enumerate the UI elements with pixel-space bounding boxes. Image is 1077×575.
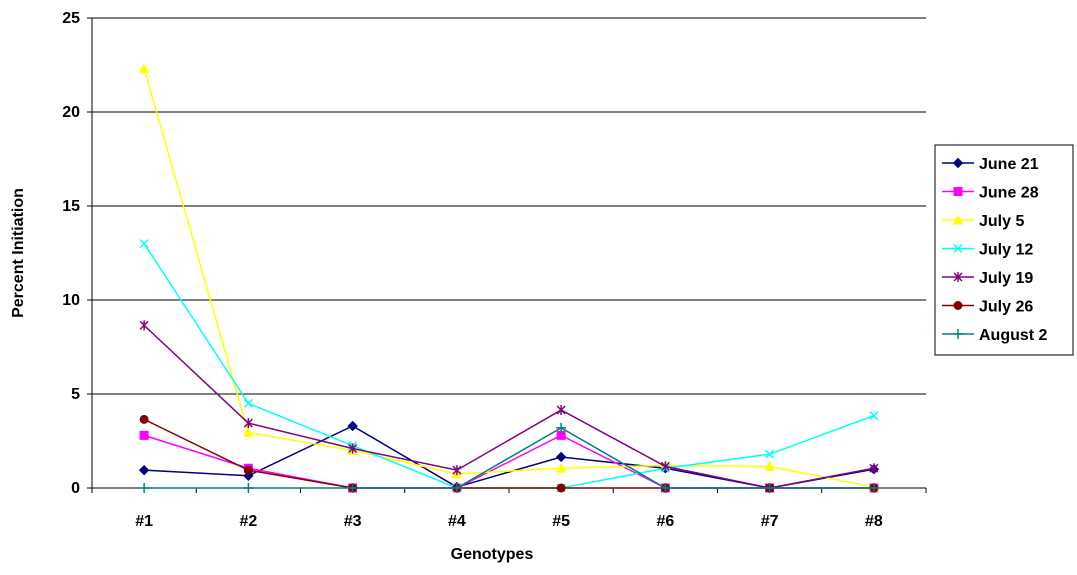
legend-box [934, 144, 1074, 356]
data-point [556, 404, 566, 415]
y-tick-label: 10 [62, 292, 80, 309]
y-tick-label: 5 [71, 386, 80, 403]
data-point [452, 465, 462, 476]
data-point [139, 483, 150, 493]
x-tick-label: #3 [344, 513, 362, 530]
marker-stroke [139, 239, 149, 249]
series-lines [138, 63, 880, 494]
x-tick-label: #8 [865, 513, 883, 530]
legend-label: July 19 [979, 270, 1033, 287]
series-line [143, 68, 875, 488]
data-point [555, 462, 567, 473]
data-point [869, 463, 879, 474]
marker-stroke [953, 243, 963, 254]
legend-label: June 21 [979, 156, 1039, 173]
series-line [143, 418, 874, 489]
legend-marker [953, 187, 963, 196]
data-point [139, 430, 149, 440]
data-point [556, 483, 566, 493]
series-line [143, 324, 875, 489]
data-point [868, 483, 879, 493]
series-july-12 [139, 239, 879, 493]
x-axis-title: Genotypes [451, 546, 534, 563]
legend: June 21 June 28 July 5 July 12 July 19 July 2… [934, 144, 1074, 356]
data-point [347, 483, 358, 493]
data-point [556, 422, 567, 433]
series-line [144, 426, 874, 489]
data-point [660, 483, 671, 493]
legend-label: August 2 [979, 327, 1048, 344]
data-point [348, 443, 358, 454]
series-july-26 [139, 414, 879, 493]
data-point [660, 461, 670, 472]
x-tick-label: #7 [761, 513, 779, 530]
tick-labels: 0 5 10 15 20 25 #1 #2 #3 #4 #5 #6 #7 #8 [62, 10, 883, 530]
data-point [764, 460, 775, 471]
legend-item: June 28 [942, 185, 1039, 202]
legend-marker [952, 214, 964, 225]
data-point [138, 63, 150, 74]
series-line [143, 243, 875, 489]
x-tick-label: #5 [552, 513, 570, 530]
y-tick-label: 0 [71, 480, 80, 497]
data-point [243, 483, 254, 493]
gridlines [92, 17, 926, 395]
legend-label: July 26 [979, 299, 1033, 316]
series-august-2 [139, 422, 879, 493]
legend-item: August 2 [942, 327, 1048, 344]
data-point [139, 239, 149, 249]
data-point [139, 320, 149, 331]
legend-item: July 26 [942, 299, 1033, 316]
legend-item: June 21 [942, 156, 1039, 173]
x-tick-label: #6 [656, 513, 674, 530]
axes [87, 17, 927, 493]
legend-item: July 12 [942, 242, 1033, 259]
legend-label: July 5 [979, 213, 1024, 230]
data-point [243, 426, 254, 438]
marker-stroke [243, 398, 253, 408]
data-point [243, 398, 253, 408]
marker-stroke [869, 411, 879, 421]
y-tick-label: 25 [62, 10, 80, 27]
x-tick-label: #1 [135, 513, 153, 530]
series-july-5 [138, 63, 880, 492]
data-point [139, 414, 149, 424]
series-line [143, 434, 874, 489]
legend-marker [953, 301, 963, 310]
data-point [451, 483, 462, 493]
marker-stroke [765, 449, 775, 459]
legend-item: July 19 [942, 270, 1033, 287]
data-point [765, 449, 775, 459]
legend-marker [953, 243, 963, 254]
legend-label: June 28 [979, 185, 1039, 202]
legend-item: July 5 [942, 213, 1024, 230]
legend-marker [953, 272, 963, 282]
data-point [347, 420, 358, 432]
legend-marker [952, 157, 964, 169]
data-point [243, 465, 253, 475]
data-point [243, 418, 253, 429]
x-tick-label: #2 [239, 513, 257, 530]
legend-label: July 12 [979, 242, 1033, 259]
data-point [555, 451, 567, 463]
data-point [764, 483, 775, 493]
series-line [144, 425, 875, 489]
x-tick-label: #4 [448, 513, 466, 530]
y-axis-title: Percent Initiation [10, 188, 27, 318]
data-point [138, 464, 150, 476]
y-tick-label: 20 [62, 104, 80, 121]
legend-marker [953, 329, 963, 339]
data-point [869, 411, 879, 421]
y-tick-label: 15 [62, 198, 80, 215]
